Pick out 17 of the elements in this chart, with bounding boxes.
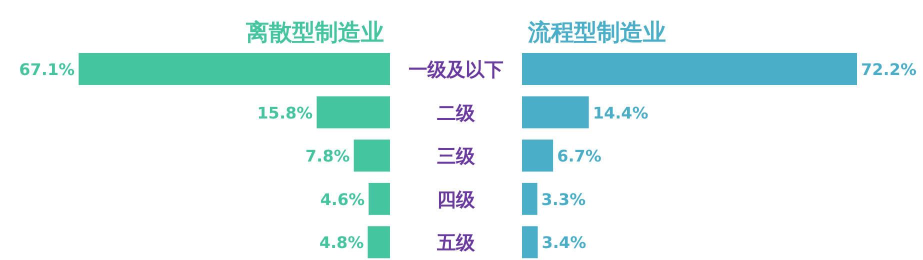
data-label: 67.1% <box>19 60 75 79</box>
y-tick-label: 二级 <box>437 102 476 124</box>
data-label: 15.8% <box>257 103 313 122</box>
y-tick-label: 三级 <box>437 146 476 168</box>
data-label: 3.4% <box>542 233 586 252</box>
data-label: 72.2% <box>861 60 917 79</box>
data-label: 4.8% <box>319 233 364 252</box>
chart-title: 离散型制造业 <box>245 19 384 46</box>
data-label: 4.6% <box>320 190 365 209</box>
chart-title: 流程型制造业 <box>527 19 666 46</box>
y-tick-label: 四级 <box>437 188 476 211</box>
y-tick-label: 一级及以下 <box>408 59 504 81</box>
data-label: 6.7% <box>557 146 602 166</box>
data-label: 14.4% <box>592 103 648 122</box>
data-label: 7.8% <box>305 146 350 166</box>
y-tick-label: 五级 <box>436 232 476 254</box>
data-label: 3.3% <box>541 190 586 209</box>
